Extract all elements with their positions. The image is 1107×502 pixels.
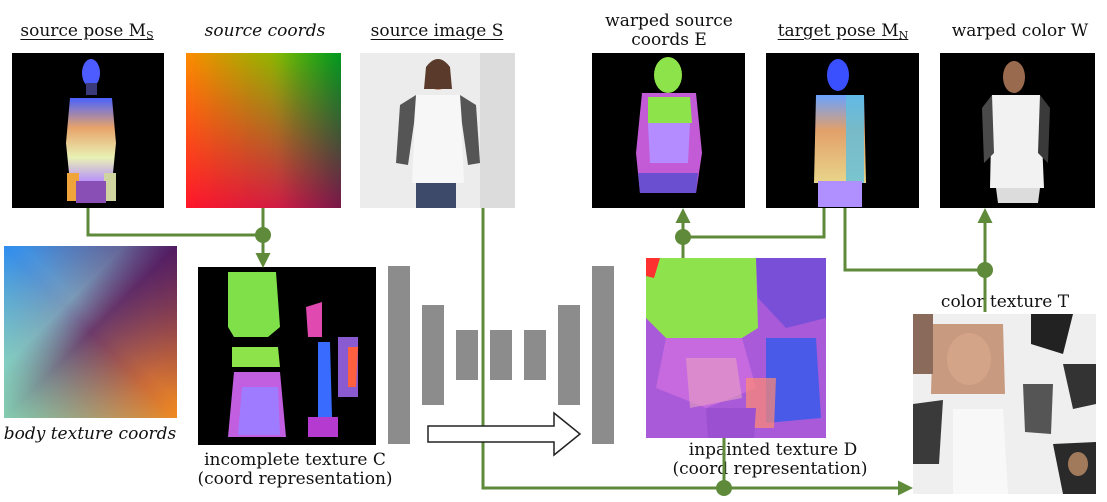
color-texture-image bbox=[913, 314, 1096, 494]
warped-source-coords-label-line2: coords E bbox=[631, 30, 707, 50]
incomplete-texture-label-line2: (coord representation) bbox=[197, 469, 393, 489]
target-pose-label: target pose MN bbox=[768, 22, 918, 45]
color-texture-label: color texture T bbox=[940, 292, 1070, 312]
source-coords-image bbox=[186, 53, 341, 208]
target-pose-text: target pose M bbox=[777, 21, 899, 41]
source-pose-subscript: S bbox=[146, 29, 154, 42]
source-coords-label: source coords bbox=[204, 21, 326, 41]
body-texture-coords-label: body texture coords bbox=[3, 424, 177, 444]
incomplete-texture-label-line1: incomplete texture C bbox=[204, 450, 386, 470]
network-block-7 bbox=[592, 266, 614, 444]
network-block-4 bbox=[490, 330, 512, 380]
network-block-2 bbox=[422, 305, 444, 405]
source-image-photo bbox=[360, 53, 515, 208]
warped-color-label: warped color W bbox=[951, 21, 1089, 41]
network-block-1 bbox=[388, 266, 410, 444]
inpainted-texture-label-line2: (coord representation) bbox=[672, 459, 868, 479]
target-pose-subscript: N bbox=[898, 29, 909, 42]
network-block-5 bbox=[524, 330, 546, 380]
network-block-3 bbox=[456, 330, 478, 380]
network-block-6 bbox=[558, 305, 580, 405]
source-pose-text: source pose M bbox=[20, 21, 147, 41]
target-pose-image bbox=[766, 53, 919, 208]
warped-source-coords-image bbox=[592, 53, 745, 208]
source-image-label: source image S bbox=[370, 21, 504, 41]
warped-source-coords-label-line1: warped source bbox=[605, 11, 733, 31]
inpainted-texture-label-line1: inpainted texture D bbox=[688, 440, 858, 460]
source-pose-image bbox=[12, 53, 164, 208]
body-texture-coords-image bbox=[4, 246, 177, 418]
incomplete-texture-image bbox=[198, 267, 376, 445]
warped-color-image bbox=[940, 53, 1095, 208]
source-pose-label: source pose MS bbox=[12, 22, 162, 45]
inpainted-texture-image bbox=[646, 258, 826, 438]
